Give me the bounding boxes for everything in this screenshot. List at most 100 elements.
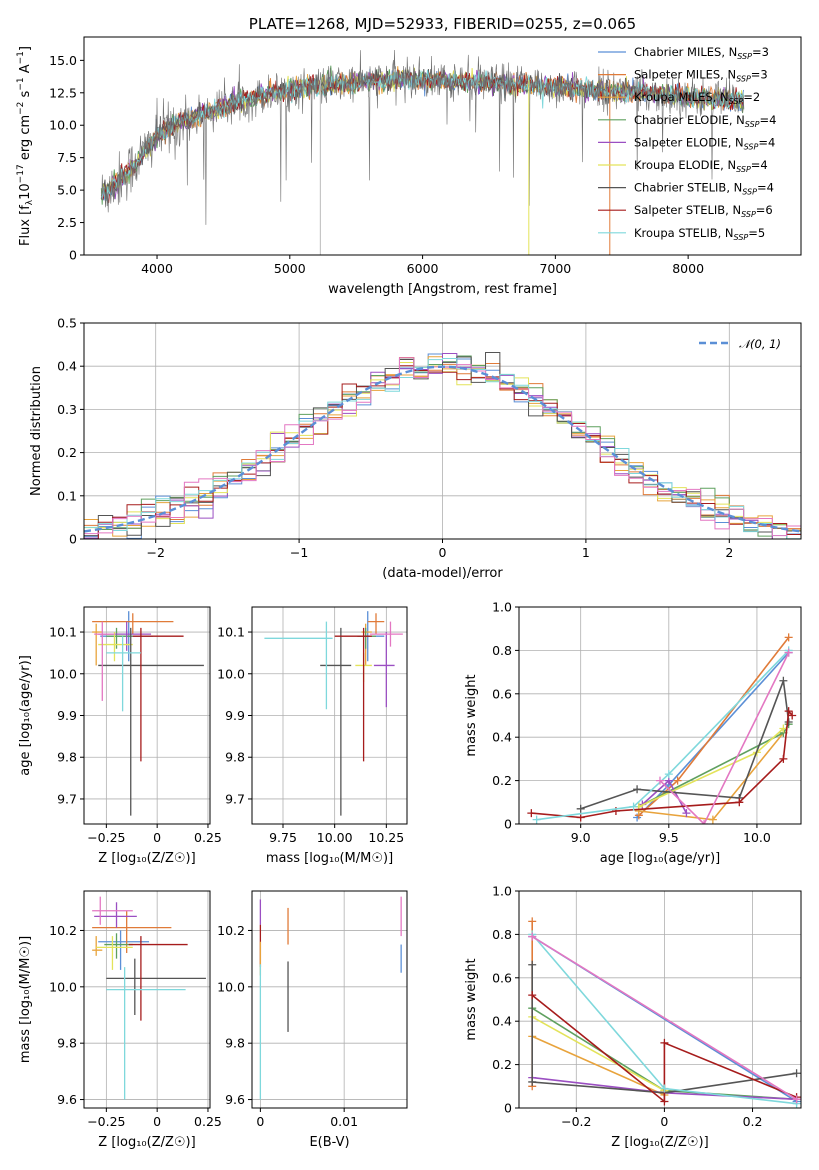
legend-label: Chabrier MILES, NSSP=3 <box>634 45 769 61</box>
weight-marker <box>532 815 541 824</box>
weight-marker <box>660 1097 669 1106</box>
observed-spectrum-line <box>101 49 745 225</box>
spectrum-panel: 4000 5000 6000 7000 8000 0 2.5 5.0 7.5 10.0 12.5 15… <box>16 15 802 297</box>
x-tick-label: 0.2 <box>743 1114 763 1129</box>
x-tick-label: 0 <box>439 545 447 560</box>
weight-marker <box>629 802 638 811</box>
y-tick-label: 0.2 <box>492 1057 512 1072</box>
x-tick-label: 6000 <box>407 261 439 276</box>
x-tick-label: 0.25 <box>194 830 222 845</box>
y-tick-label: 0.3 <box>57 402 77 417</box>
weight-vs-Z-panel: −0.2 0 0.2 0 0.2 0.4 0.6 0.8 1.0 Z [log₁₀(Z/Z☉)] m… <box>464 884 802 1150</box>
weight-marker <box>528 932 537 941</box>
age-vs-Z-panel: −0.25 0 0.25 9.7 9.8 9.9 10.0 10.1 Z [log₁₀(Z/Z☉… <box>18 606 222 866</box>
y-tick-label: 9.7 <box>57 791 77 806</box>
y-tick-label: 15.0 <box>49 53 77 68</box>
residual-histogram <box>84 358 801 539</box>
y-tick-label: 0.1 <box>57 488 77 503</box>
axes-frame <box>83 606 211 825</box>
legend-label: Salpeter ELODIE, NSSP=4 <box>634 135 775 151</box>
mass-vs-Z-panel: −0.25 0 0.25 9.6 9.8 10.0 10.2 Z [log₁₀(Z/Z☉)] m… <box>18 890 222 1150</box>
y-axis-label: mass weight <box>464 674 479 756</box>
x-axis-label: Z [log₁₀(Z/Z☉)] <box>611 1135 708 1150</box>
y-tick-label: 10.0 <box>49 666 77 681</box>
weight-marker <box>784 718 793 727</box>
y-tick-label: 9.8 <box>57 750 77 765</box>
weight-marker <box>576 804 585 813</box>
x-tick-label: 4000 <box>141 261 173 276</box>
y-tick-label: 0.8 <box>492 927 512 942</box>
weight-marker <box>673 776 682 785</box>
y-tick-label: 0.4 <box>492 730 512 745</box>
y-tick-label: 9.6 <box>57 1092 77 1107</box>
weight-series-line <box>536 649 790 821</box>
y-tick-label: 0.8 <box>492 643 512 658</box>
x-tick-label: 10.0 <box>743 830 771 845</box>
y-tick-label: 0.5 <box>57 316 77 331</box>
x-tick-label: 0 <box>256 1114 264 1129</box>
weight-marker <box>682 809 691 818</box>
y-tick-label: 0 <box>504 817 512 832</box>
x-tick-label: −1 <box>290 545 308 560</box>
weight-series-line <box>531 935 798 1100</box>
residuals-panel: −2 −1 0 1 2 0 0.1 0.2 0.3 0.4 0.5 (data-model)/erro… <box>29 316 802 581</box>
y-tick-label: 9.8 <box>225 1036 245 1051</box>
y-tick-label: 10.2 <box>49 923 77 938</box>
axes-frame <box>518 890 802 1109</box>
mass-vs-EBV-panel: 0 0.01 9.6 9.8 10.0 10.2 E(B-V) <box>217 890 408 1150</box>
x-tick-label: 10.00 <box>317 830 353 845</box>
weight-marker <box>656 776 664 785</box>
weight-marker <box>700 820 709 824</box>
x-axis-label: Z [log₁₀(Z/Z☉)] <box>98 851 195 866</box>
weight-marker <box>660 1038 669 1047</box>
y-tick-label: 0.2 <box>57 445 77 460</box>
weight-marker <box>784 707 793 716</box>
weight-marker <box>779 754 788 763</box>
x-tick-label: 9.75 <box>269 830 297 845</box>
y-tick-label: 10.0 <box>217 666 245 681</box>
y-axis-label: mass [log₁₀(M/M☉)] <box>18 936 33 1063</box>
weight-marker <box>792 1095 801 1104</box>
weight-marker <box>528 1077 537 1086</box>
weight-series-line <box>531 964 797 1094</box>
y-tick-label: 10.1 <box>217 625 245 640</box>
x-axis-label: wavelength [Angstrom, rest frame] <box>328 282 557 297</box>
x-tick-label: 0 <box>153 830 161 845</box>
weight-marker <box>779 676 788 685</box>
age-vs-mass-panel: 9.75 10.00 10.25 9.7 9.8 9.9 10.0 10.1 mass [log… <box>217 606 408 866</box>
weight-series-line <box>531 709 793 819</box>
error-bars <box>259 896 402 1100</box>
normal-curve <box>84 365 801 533</box>
y-tick-label: 10.1 <box>49 625 77 640</box>
weight-marker <box>528 917 537 926</box>
x-tick-label: 9.5 <box>659 830 679 845</box>
y-tick-label: 9.8 <box>225 750 245 765</box>
legend-label: Salpeter STELIB, NSSP=6 <box>634 203 773 219</box>
y-axis-label: age [log₁₀(age/yr)] <box>18 655 33 776</box>
legend-label: Chabrier ELODIE, NSSP=4 <box>634 113 776 129</box>
y-tick-label: 0.6 <box>492 970 512 985</box>
weight-marker <box>576 813 585 822</box>
y-tick-label: 1.0 <box>492 884 512 899</box>
x-tick-label: 7000 <box>539 261 571 276</box>
weight-marker <box>788 711 797 720</box>
legend: Chabrier MILES, NSSP=3 Salpeter MILES, NS… <box>598 45 776 242</box>
y-tick-label: 9.9 <box>225 708 245 723</box>
axes-frame <box>83 36 802 256</box>
y-tick-label: 7.5 <box>57 150 77 165</box>
y-tick-label: 0.6 <box>492 686 512 701</box>
y-axis-label: Flux [fλ10−17 erg cm−2 s−1 A−1] <box>16 46 35 246</box>
weight-lines <box>527 633 797 824</box>
weight-series-line <box>659 652 790 824</box>
x-tick-label: 0.01 <box>330 1114 358 1129</box>
weight-series-line <box>531 1016 665 1092</box>
y-tick-label: 1.0 <box>492 600 512 615</box>
x-axis-label: E(B-V) <box>309 1135 349 1150</box>
y-tick-label: 0 <box>504 1101 512 1116</box>
weight-marker <box>660 1084 669 1093</box>
x-tick-label: 5000 <box>274 261 306 276</box>
axes-frame <box>83 890 211 1109</box>
spectrum-lines <box>100 49 745 255</box>
weight-lines <box>528 917 801 1108</box>
x-tick-label: 0 <box>153 1114 161 1129</box>
